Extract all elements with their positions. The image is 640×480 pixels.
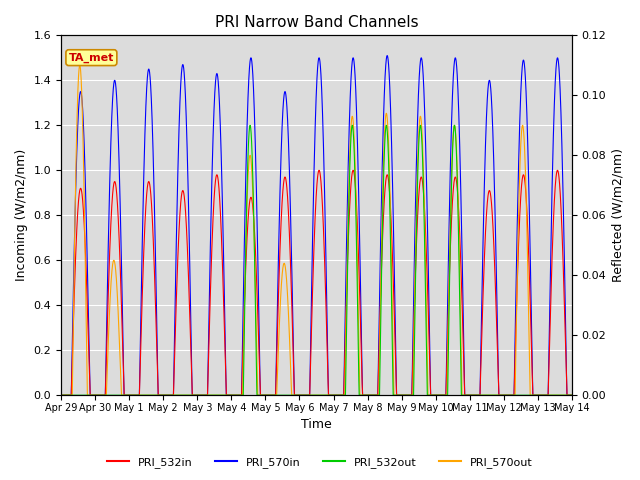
X-axis label: Time: Time [301, 419, 332, 432]
Legend: PRI_532in, PRI_570in, PRI_532out, PRI_570out: PRI_532in, PRI_570in, PRI_532out, PRI_57… [102, 452, 538, 472]
Y-axis label: Incoming (W/m2/nm): Incoming (W/m2/nm) [15, 149, 28, 281]
Text: TA_met: TA_met [68, 52, 114, 63]
Title: PRI Narrow Band Channels: PRI Narrow Band Channels [214, 15, 419, 30]
Y-axis label: Reflected (W/m2/nm): Reflected (W/m2/nm) [612, 148, 625, 282]
